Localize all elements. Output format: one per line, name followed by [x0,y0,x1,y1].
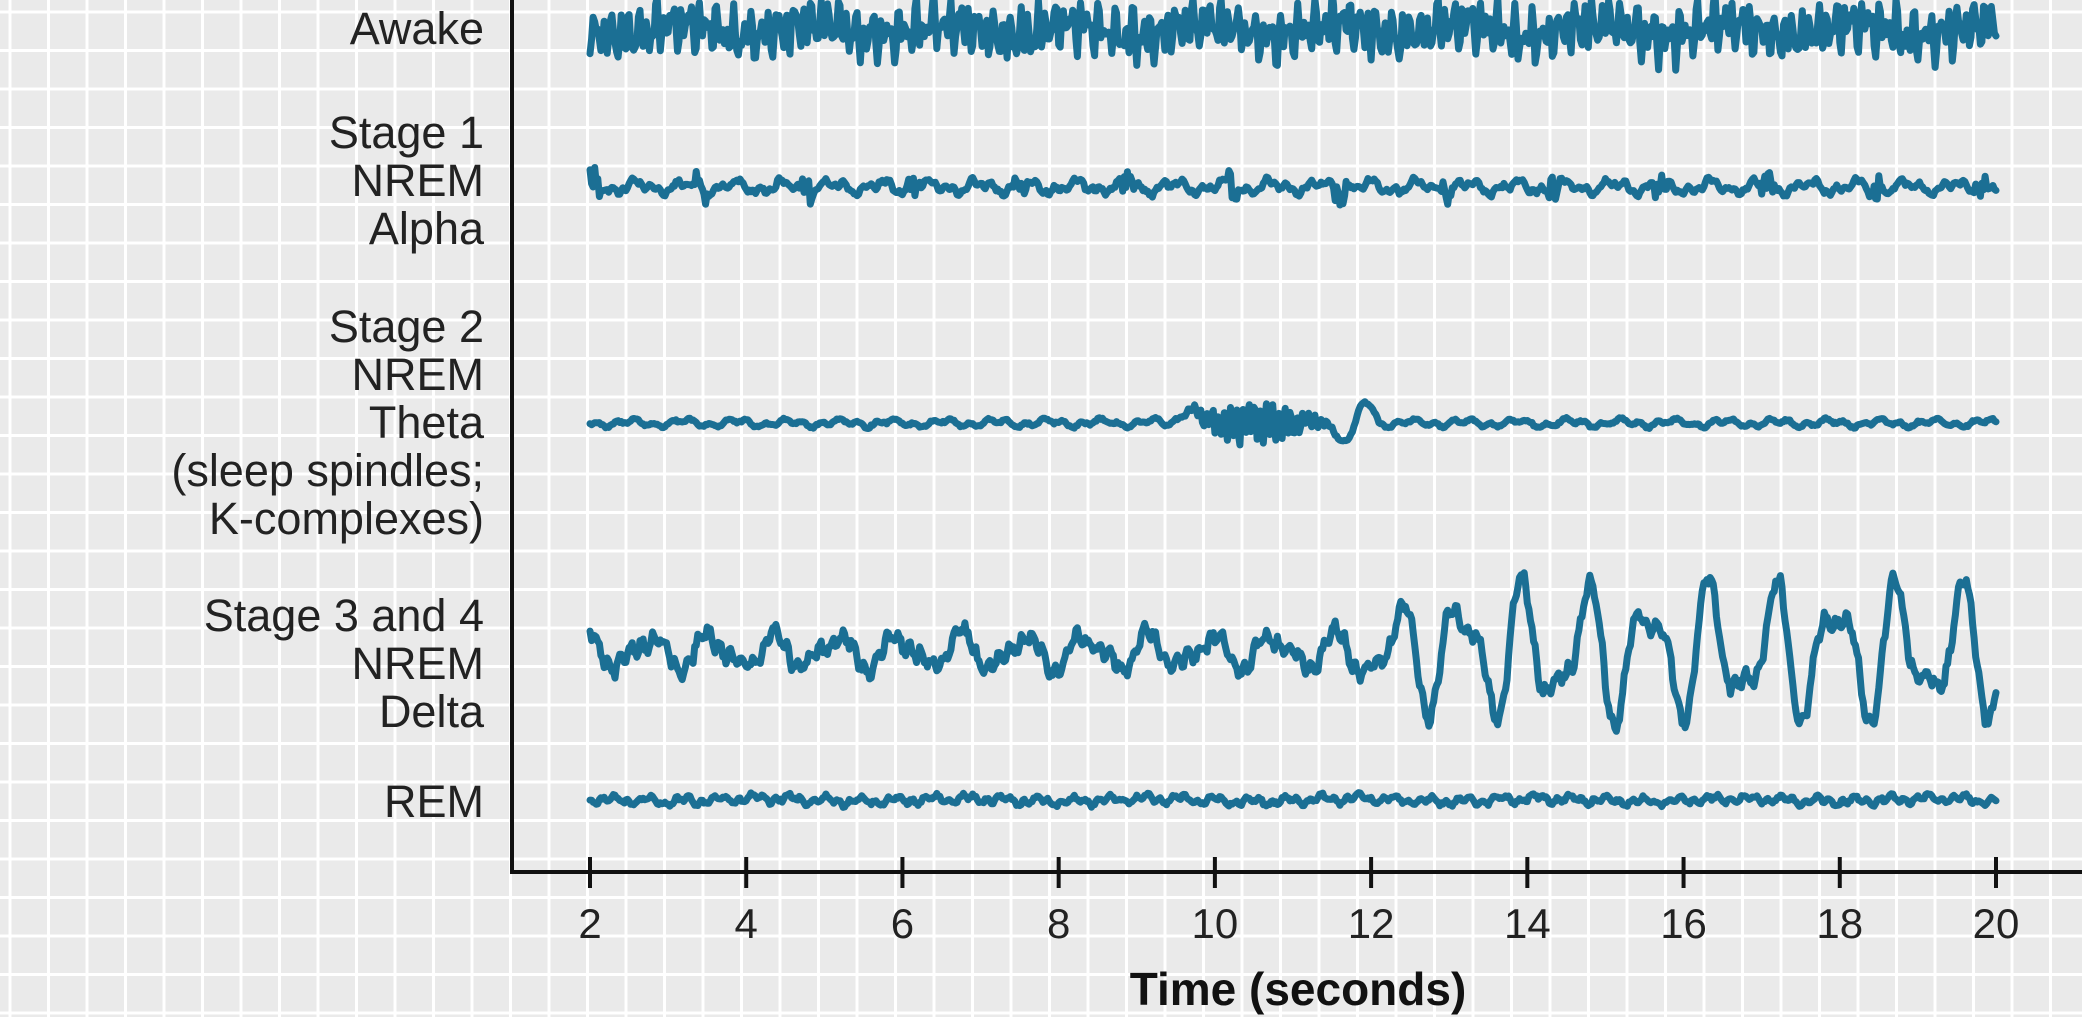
x-tick-label: 18 [1816,900,1863,947]
stage-label-rem-line: REM [384,776,484,827]
stage-label-stage2-line: Stage 2 [329,301,484,352]
x-tick-label: 8 [1047,900,1070,947]
eeg-trace-rem [586,789,2000,811]
eeg-trace-stage2 [586,398,2000,449]
eeg-trace-stage34 [586,569,2000,735]
x-tick-label: 16 [1660,900,1707,947]
stage-label-stage34-line: NREM [352,638,485,689]
stage-label-stage2-line: NREM [352,349,485,400]
stage-label-stage34-line: Delta [379,686,485,737]
x-tick-label: 4 [735,900,758,947]
x-tick-label: 10 [1192,900,1239,947]
stage-label-stage1-line: Alpha [369,203,485,254]
x-ticks: 2 4 6 8 10 12 14 16 18 20 [578,857,2019,947]
stage-label-stage2-line: K-complexes) [209,493,484,544]
stage-label-awake-line: Awake [350,3,484,54]
stage-label-stage1-line: Stage 1 [329,107,484,158]
x-tick-label: 2 [578,900,601,947]
stage-label-stage34-line: Stage 3 and 4 [204,590,484,641]
x-tick-label: 12 [1348,900,1395,947]
x-tick-label: 20 [1973,900,2020,947]
eeg-trace-awake [586,0,2000,74]
eeg-traces [586,0,2000,811]
stage-label-stage2-line: Theta [369,397,485,448]
stage-label-stage1-line: NREM [352,155,485,206]
stage-label-stage2-line: (sleep spindles; [171,445,484,496]
eeg-trace-stage1 [586,164,2000,209]
x-tick-label: 6 [891,900,914,947]
x-tick-label: 14 [1504,900,1551,947]
axes [510,0,2082,874]
x-axis-title: Time (seconds) [1130,963,1467,1015]
